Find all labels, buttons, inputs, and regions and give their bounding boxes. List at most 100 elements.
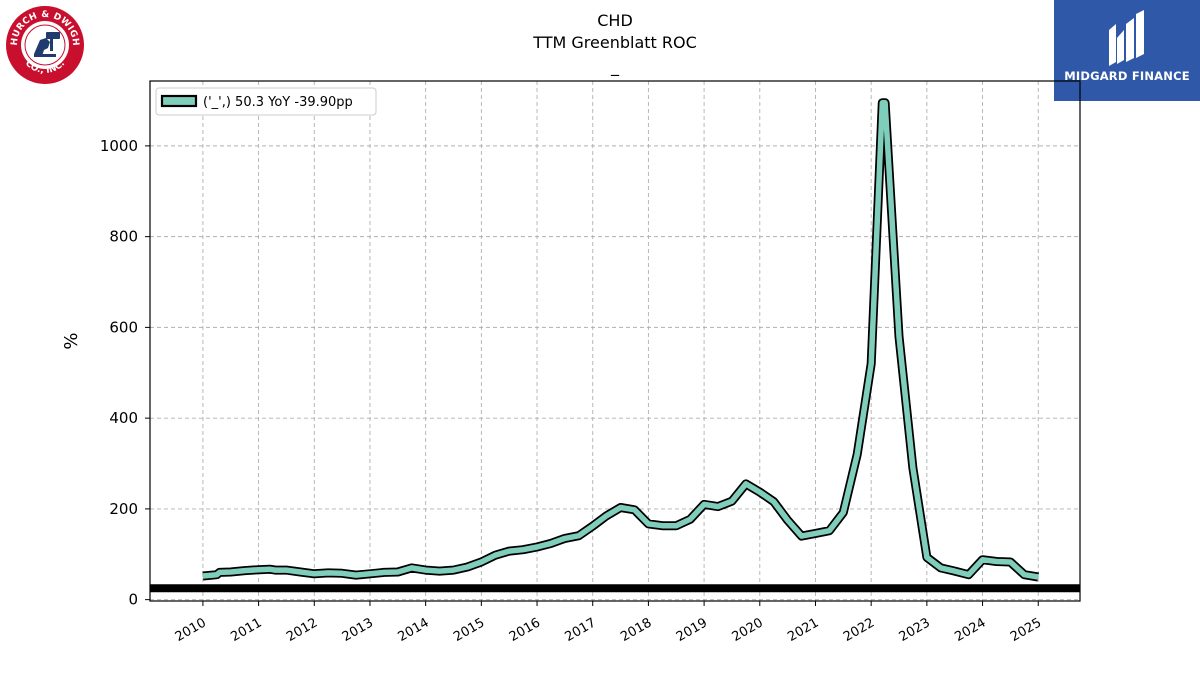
data-point xyxy=(216,573,218,576)
legend-box xyxy=(155,87,377,116)
x-tick-label: 2022 xyxy=(841,615,877,645)
data-point xyxy=(619,506,622,509)
data-point xyxy=(912,467,914,469)
data-point xyxy=(1009,561,1012,563)
data-point xyxy=(550,542,552,545)
data-point xyxy=(424,569,427,571)
data-point xyxy=(355,574,357,576)
midgard-monogram-icon xyxy=(1109,10,1144,66)
church-dwight-logo: CHURCH & DWIGHT CO., INC. xyxy=(1,0,86,86)
data-point xyxy=(243,569,246,572)
data-point xyxy=(856,453,858,456)
data-point xyxy=(953,570,956,572)
data-point xyxy=(285,569,288,571)
x-tick-label: 2013 xyxy=(340,615,376,645)
midgard-finance-logo: MIDGARD FINANCE xyxy=(1054,0,1200,101)
series-line xyxy=(202,100,1039,580)
y-axis: 0 200 400 600 800 1000 xyxy=(100,137,150,609)
x-tick-label: 2025 xyxy=(1008,615,1044,645)
data-point xyxy=(814,532,817,535)
data-point xyxy=(591,525,594,527)
data-point xyxy=(268,568,271,570)
data-point xyxy=(800,535,803,537)
data-point xyxy=(383,571,385,574)
data-point xyxy=(703,503,705,506)
data-point xyxy=(218,571,221,574)
data-point xyxy=(438,570,441,572)
data-point xyxy=(508,550,511,552)
data-point xyxy=(689,518,691,521)
x-tick-label: 2023 xyxy=(897,615,933,645)
series-layer xyxy=(202,98,1039,582)
data-point xyxy=(480,561,483,563)
legend-swatch xyxy=(160,94,198,108)
chart-title: TTM Greenblatt ROC xyxy=(533,33,697,52)
y-tick-label: 0 xyxy=(128,591,138,609)
y-tick-label: 200 xyxy=(109,500,138,518)
data-point xyxy=(745,483,747,485)
x-tick-label: 2020 xyxy=(730,615,766,645)
data-point xyxy=(1023,573,1026,576)
x-tick-label: 2017 xyxy=(563,615,599,645)
grid xyxy=(150,81,1080,601)
data-point xyxy=(828,529,831,532)
data-point xyxy=(884,102,886,104)
data-point xyxy=(466,566,469,568)
data-point xyxy=(605,514,608,517)
x-tick-label: 2015 xyxy=(451,615,487,645)
data-point xyxy=(1037,576,1039,578)
plot-area xyxy=(149,80,1081,602)
data-point xyxy=(564,537,566,540)
data-point xyxy=(647,523,650,525)
arm-hammer-icon xyxy=(34,32,60,57)
x-axis: 2010 2011 2012 2013 2014 2015 2016 2017 2018 2019… xyxy=(173,601,1044,645)
legend: ('_',) 50.3 YoY -39.90pp xyxy=(155,87,377,116)
data-point xyxy=(313,573,316,575)
legend-label: ('_',) 50.3 YoY -39.90pp xyxy=(203,95,353,110)
data-point xyxy=(633,509,636,511)
data-point xyxy=(341,572,343,575)
data-point xyxy=(578,534,580,537)
data-point xyxy=(536,546,538,548)
data-point xyxy=(274,569,277,571)
data-point xyxy=(842,511,845,514)
data-point xyxy=(772,500,775,503)
data-point xyxy=(967,573,970,576)
y-tick-label: 600 xyxy=(109,318,138,336)
data-point xyxy=(257,568,260,571)
data-point xyxy=(717,505,719,508)
data-point xyxy=(940,567,942,569)
data-point xyxy=(881,102,884,104)
data-point xyxy=(410,567,413,569)
data-point xyxy=(327,572,330,574)
x-tick-label: 2019 xyxy=(674,615,710,645)
data-point xyxy=(675,524,678,527)
x-tick-label: 2014 xyxy=(395,615,431,645)
x-tick-label: 2010 xyxy=(173,615,209,645)
data-point xyxy=(661,524,664,527)
data-point xyxy=(452,569,455,571)
data-point xyxy=(397,571,399,573)
data-point xyxy=(369,573,371,575)
data-point xyxy=(202,575,204,577)
data-point xyxy=(898,335,900,338)
data-point xyxy=(926,556,928,559)
x-tick-label: 2016 xyxy=(507,615,543,645)
y-tick-label: 1000 xyxy=(100,137,138,155)
y-tick-label: 800 xyxy=(109,228,138,246)
data-point xyxy=(494,554,497,556)
data-point xyxy=(870,362,872,365)
x-tick-label: 2012 xyxy=(284,615,320,645)
x-tick-label: 2018 xyxy=(618,615,654,645)
data-point xyxy=(759,491,761,493)
chart-ticker: CHD xyxy=(597,11,633,30)
data-point xyxy=(995,560,998,563)
x-tick-label: 2011 xyxy=(228,615,264,645)
brand-name: MIDGARD FINANCE xyxy=(1064,69,1190,83)
data-point xyxy=(786,519,789,521)
svg-text:CO., INC.: CO., INC. xyxy=(23,59,67,76)
data-point xyxy=(981,558,984,561)
church-dwight-seal: CHURCH & DWIGHT CO., INC. xyxy=(1,0,84,84)
